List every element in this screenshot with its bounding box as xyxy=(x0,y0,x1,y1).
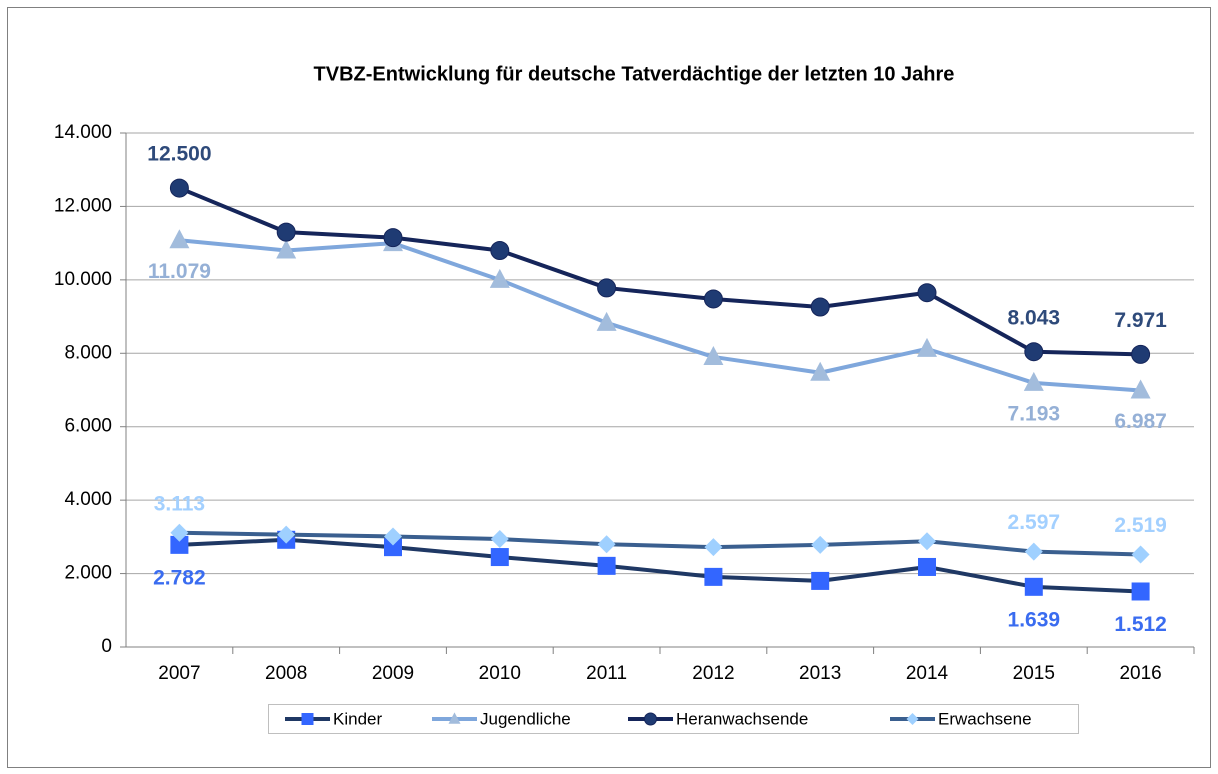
marker xyxy=(811,571,830,590)
x-tick-label: 2013 xyxy=(799,663,841,684)
x-tick-label: 2016 xyxy=(1119,663,1161,684)
marker xyxy=(490,240,510,260)
y-tick-label: 8.000 xyxy=(64,342,112,363)
marker xyxy=(1024,342,1044,362)
marker xyxy=(1131,545,1150,564)
marker xyxy=(918,557,936,576)
marker xyxy=(170,535,189,554)
marker xyxy=(169,178,189,198)
y-tick-label: 14.000 xyxy=(54,122,112,143)
data-label: 2.597 xyxy=(1008,511,1061,534)
legend-label: Heranwachsende xyxy=(676,709,808,728)
marker xyxy=(1023,371,1044,391)
data-label: 8.043 xyxy=(1008,306,1061,329)
data-label: 2.782 xyxy=(153,566,206,589)
series-line xyxy=(179,530,1141,557)
marker xyxy=(917,337,937,357)
series-line xyxy=(179,537,1141,594)
x-tick-label: 2015 xyxy=(1013,663,1055,684)
series-line xyxy=(178,186,1141,357)
marker xyxy=(704,567,723,586)
marker xyxy=(384,527,402,546)
data-label: 1.512 xyxy=(1114,613,1167,636)
marker xyxy=(810,297,830,317)
legend-marker xyxy=(644,712,657,726)
data-label: 3.113 xyxy=(154,492,205,515)
x-tick-label: 2009 xyxy=(372,663,414,684)
marker xyxy=(490,530,509,549)
marker xyxy=(1024,542,1043,561)
marker xyxy=(383,228,403,248)
marker xyxy=(1130,379,1151,399)
marker xyxy=(917,283,937,303)
marker xyxy=(384,538,402,557)
y-tick-label: 0 xyxy=(101,636,112,657)
y-tick-label: 6.000 xyxy=(64,416,112,437)
y-tick-label: 10.000 xyxy=(54,269,112,290)
data-label: 12.500 xyxy=(147,143,211,166)
y-tick-label: 12.000 xyxy=(54,195,112,216)
legend-label: Kinder xyxy=(333,709,382,728)
x-tick-label: 2008 xyxy=(265,663,307,684)
data-label: 6.987 xyxy=(1114,410,1167,433)
x-tick-label: 2012 xyxy=(692,663,734,684)
legend-marker xyxy=(906,713,919,725)
marker xyxy=(169,229,190,249)
data-label: 1.639 xyxy=(1008,608,1061,631)
marker xyxy=(918,532,936,551)
x-tick-label: 2011 xyxy=(586,663,627,684)
chart-title: TVBZ-Entwicklung für deutsche Tatverdäch… xyxy=(314,63,955,85)
chart-frame xyxy=(7,7,1211,768)
x-tick-label: 2010 xyxy=(479,663,521,684)
series-line xyxy=(179,238,1141,393)
marker xyxy=(597,278,617,298)
x-tick-label: 2007 xyxy=(158,663,200,684)
legend xyxy=(268,704,1079,734)
marker xyxy=(810,361,831,381)
marker xyxy=(703,289,723,309)
marker xyxy=(597,556,616,575)
y-tick-label: 4.000 xyxy=(64,489,112,510)
marker xyxy=(489,268,510,288)
marker xyxy=(596,311,617,331)
legend-label: Erwachsene xyxy=(938,709,1032,728)
marker xyxy=(490,548,509,567)
data-label: 7.971 xyxy=(1114,309,1167,332)
marker xyxy=(704,538,723,557)
data-label: 2.519 xyxy=(1114,514,1167,537)
data-label: 11.079 xyxy=(148,260,211,283)
marker xyxy=(170,523,189,542)
legend-marker xyxy=(301,713,314,725)
marker xyxy=(277,525,296,544)
marker xyxy=(1131,582,1150,601)
marker xyxy=(276,222,296,242)
y-tick-label: 2.000 xyxy=(64,563,112,584)
marker xyxy=(276,239,297,259)
marker xyxy=(1024,577,1043,596)
marker xyxy=(811,535,830,554)
marker xyxy=(703,345,724,365)
legend-marker xyxy=(448,712,461,724)
legend-label: Jugendliche xyxy=(480,709,571,728)
data-label: 7.193 xyxy=(1008,402,1061,425)
marker xyxy=(597,535,616,554)
marker xyxy=(1131,344,1151,364)
x-tick-label: 2014 xyxy=(906,663,949,684)
